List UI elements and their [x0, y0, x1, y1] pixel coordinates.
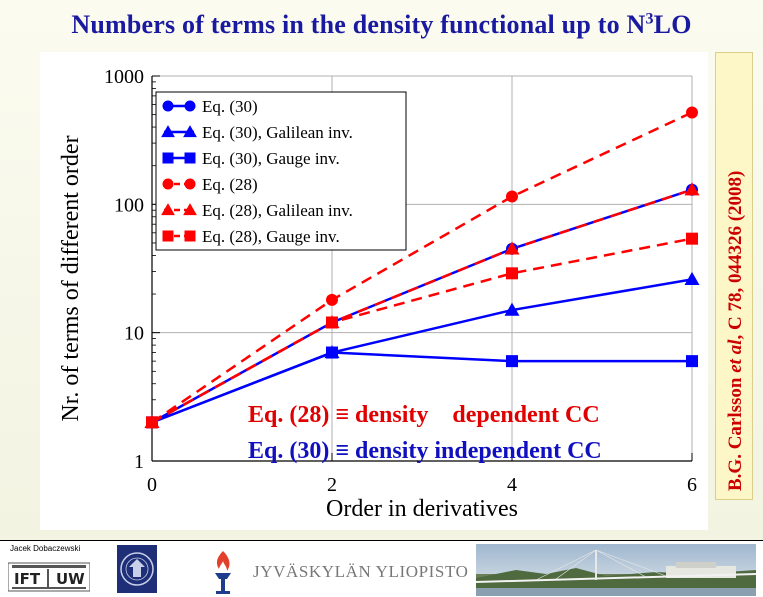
legend-label: Eq. (30)	[202, 97, 258, 116]
series-1-point	[684, 271, 700, 286]
series-4-point	[504, 241, 520, 255]
title-superscript: 3	[645, 10, 654, 28]
x-tick-label: 4	[507, 474, 517, 496]
chart-panel: 1 10 100 1000 0 2 4 6 Order in derivatives Nr. of…	[40, 52, 708, 530]
bridge-photo	[476, 544, 756, 596]
series-3-point	[506, 190, 518, 203]
slide-title: Numbers of terms in the density function…	[0, 10, 763, 40]
legend-marker	[184, 230, 196, 242]
y-tick-label: 1000	[104, 66, 144, 88]
series-1-point	[504, 302, 520, 316]
series-line-1	[151, 278, 693, 424]
legend-marker	[184, 100, 196, 112]
legend-marker	[161, 125, 175, 138]
legend-label: Eq. (28), Gauge inv.	[202, 227, 340, 246]
legend-marker	[184, 152, 196, 164]
y-tick-label: 100	[114, 194, 144, 216]
citation-part-3: , C 78, 044326 (2008)	[725, 171, 746, 340]
legend-marker	[184, 178, 196, 190]
ift-uw-logo: IFT UW	[8, 562, 90, 592]
ift-label: IFT	[14, 570, 41, 588]
series-2-point	[326, 346, 338, 359]
y-tick-label: 10	[124, 323, 144, 345]
slide: Numbers of terms in the density function…	[0, 0, 763, 541]
legend-marker	[162, 178, 174, 190]
footer: Jacek Dobaczewski IFT UW JYVÄSKYLÄN YLIO…	[0, 541, 763, 597]
y-axis-title: Nr. of terms of different order	[58, 135, 84, 421]
university-name: JYVÄSKYLÄN YLIOPISTO	[253, 562, 469, 581]
footer-author: Jacek Dobaczewski	[10, 544, 81, 553]
annotation-label: Eq. (30) ≡ density independent CC	[248, 438, 602, 464]
legend-label: Eq. (30), Gauge inv.	[202, 149, 340, 168]
series-5-point	[686, 232, 698, 245]
legend-marker	[161, 203, 175, 216]
series-4-point	[684, 182, 700, 196]
citation-box: B.G. Carlsson et al, C 78, 044326 (2008)	[715, 52, 753, 500]
university-seal-logo	[117, 545, 157, 593]
series-line-4	[151, 188, 693, 424]
legend-marker	[162, 100, 174, 112]
citation-text: B.G. Carlsson et al, C 78, 044326 (2008)	[725, 171, 746, 491]
chart: 1 10 100 1000 0 2 4 6 Order in derivatives Nr. of…	[58, 66, 700, 522]
legend-box	[155, 91, 407, 251]
series-5-point	[506, 267, 518, 280]
x-tick-label: 0	[147, 474, 157, 496]
citation-svg: B.G. Carlsson et al, C 78, 044326 (2008)	[725, 171, 746, 491]
annotation-label: Eq. (28) ≡ density dependent CC	[248, 402, 600, 428]
legend-marker	[162, 152, 174, 164]
citation-part-1: B.G. Carlsson	[725, 373, 746, 491]
series-line-3	[151, 111, 693, 424]
series-2-point	[686, 355, 698, 368]
series-line-2	[151, 351, 692, 424]
legend-label: Eq. (28)	[202, 175, 258, 194]
x-axis-title: Order in derivatives	[326, 496, 518, 522]
series-3-point	[326, 293, 338, 306]
series-3-point	[686, 106, 698, 119]
legend-marker	[183, 203, 197, 216]
title-end: LO	[653, 10, 692, 39]
legend-label: Eq. (28), Galilean inv.	[202, 201, 353, 220]
uw-label: UW	[56, 570, 85, 588]
x-tick-label: 2	[327, 474, 337, 496]
legend-marker	[183, 125, 197, 138]
legend-marker	[162, 230, 174, 242]
jyvaskyla-torch-logo	[215, 551, 231, 594]
series-5-point	[146, 416, 158, 429]
x-tick-label: 6	[687, 474, 697, 496]
citation-part-2: et al	[725, 339, 746, 373]
series-2-point	[506, 355, 518, 368]
title-main: Numbers of terms in the density function…	[71, 10, 646, 39]
y-tick-label: 1	[134, 451, 144, 473]
series-5-point	[326, 316, 338, 329]
legend-label: Eq. (30), Galilean inv.	[202, 123, 353, 142]
